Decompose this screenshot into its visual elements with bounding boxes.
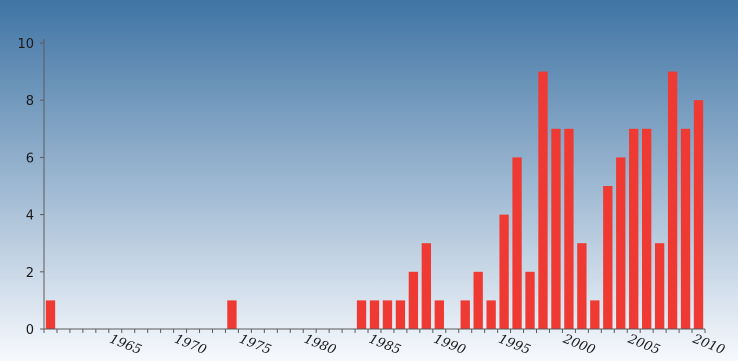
bar-2001 (577, 243, 587, 329)
bar-1984 (356, 300, 367, 329)
bar-2004 (616, 157, 626, 329)
bar-1988 (408, 271, 419, 329)
bar-1960 (45, 300, 56, 329)
bar-1998 (538, 71, 548, 329)
y-tick-label-2: 2 (26, 266, 34, 281)
y-tick-label-10: 10 (17, 37, 34, 52)
bar-2005 (629, 128, 639, 329)
bar-1990 (434, 300, 444, 329)
y-tick-label-6: 6 (26, 151, 34, 166)
y-tick-label-4: 4 (26, 209, 34, 224)
y-axis-ticks: 0 2 4 6 8 10 (17, 37, 44, 338)
bar-2008 (667, 71, 678, 329)
bar-2006 (642, 128, 652, 329)
bar-1994 (486, 300, 496, 329)
bar-2003 (603, 186, 613, 329)
bar-2009 (680, 128, 691, 329)
bars-group (45, 71, 704, 329)
bar-2000 (564, 128, 574, 329)
bar-1987 (395, 300, 406, 329)
bar-2007 (654, 243, 665, 329)
bar-1985 (369, 300, 380, 329)
bar-1974 (227, 300, 237, 329)
bar-1996 (512, 157, 522, 329)
bar-1989 (421, 243, 432, 329)
bar-1986 (382, 300, 393, 329)
bar-2010 (693, 100, 704, 329)
bar-1997 (525, 271, 535, 329)
bar-1995 (499, 214, 509, 329)
bar-1993 (473, 271, 483, 329)
bar-2002 (590, 300, 600, 329)
bar-1999 (551, 128, 561, 329)
y-tick-label-8: 8 (26, 94, 34, 109)
bar-1992 (460, 300, 470, 329)
y-tick-label-0: 0 (26, 323, 34, 338)
